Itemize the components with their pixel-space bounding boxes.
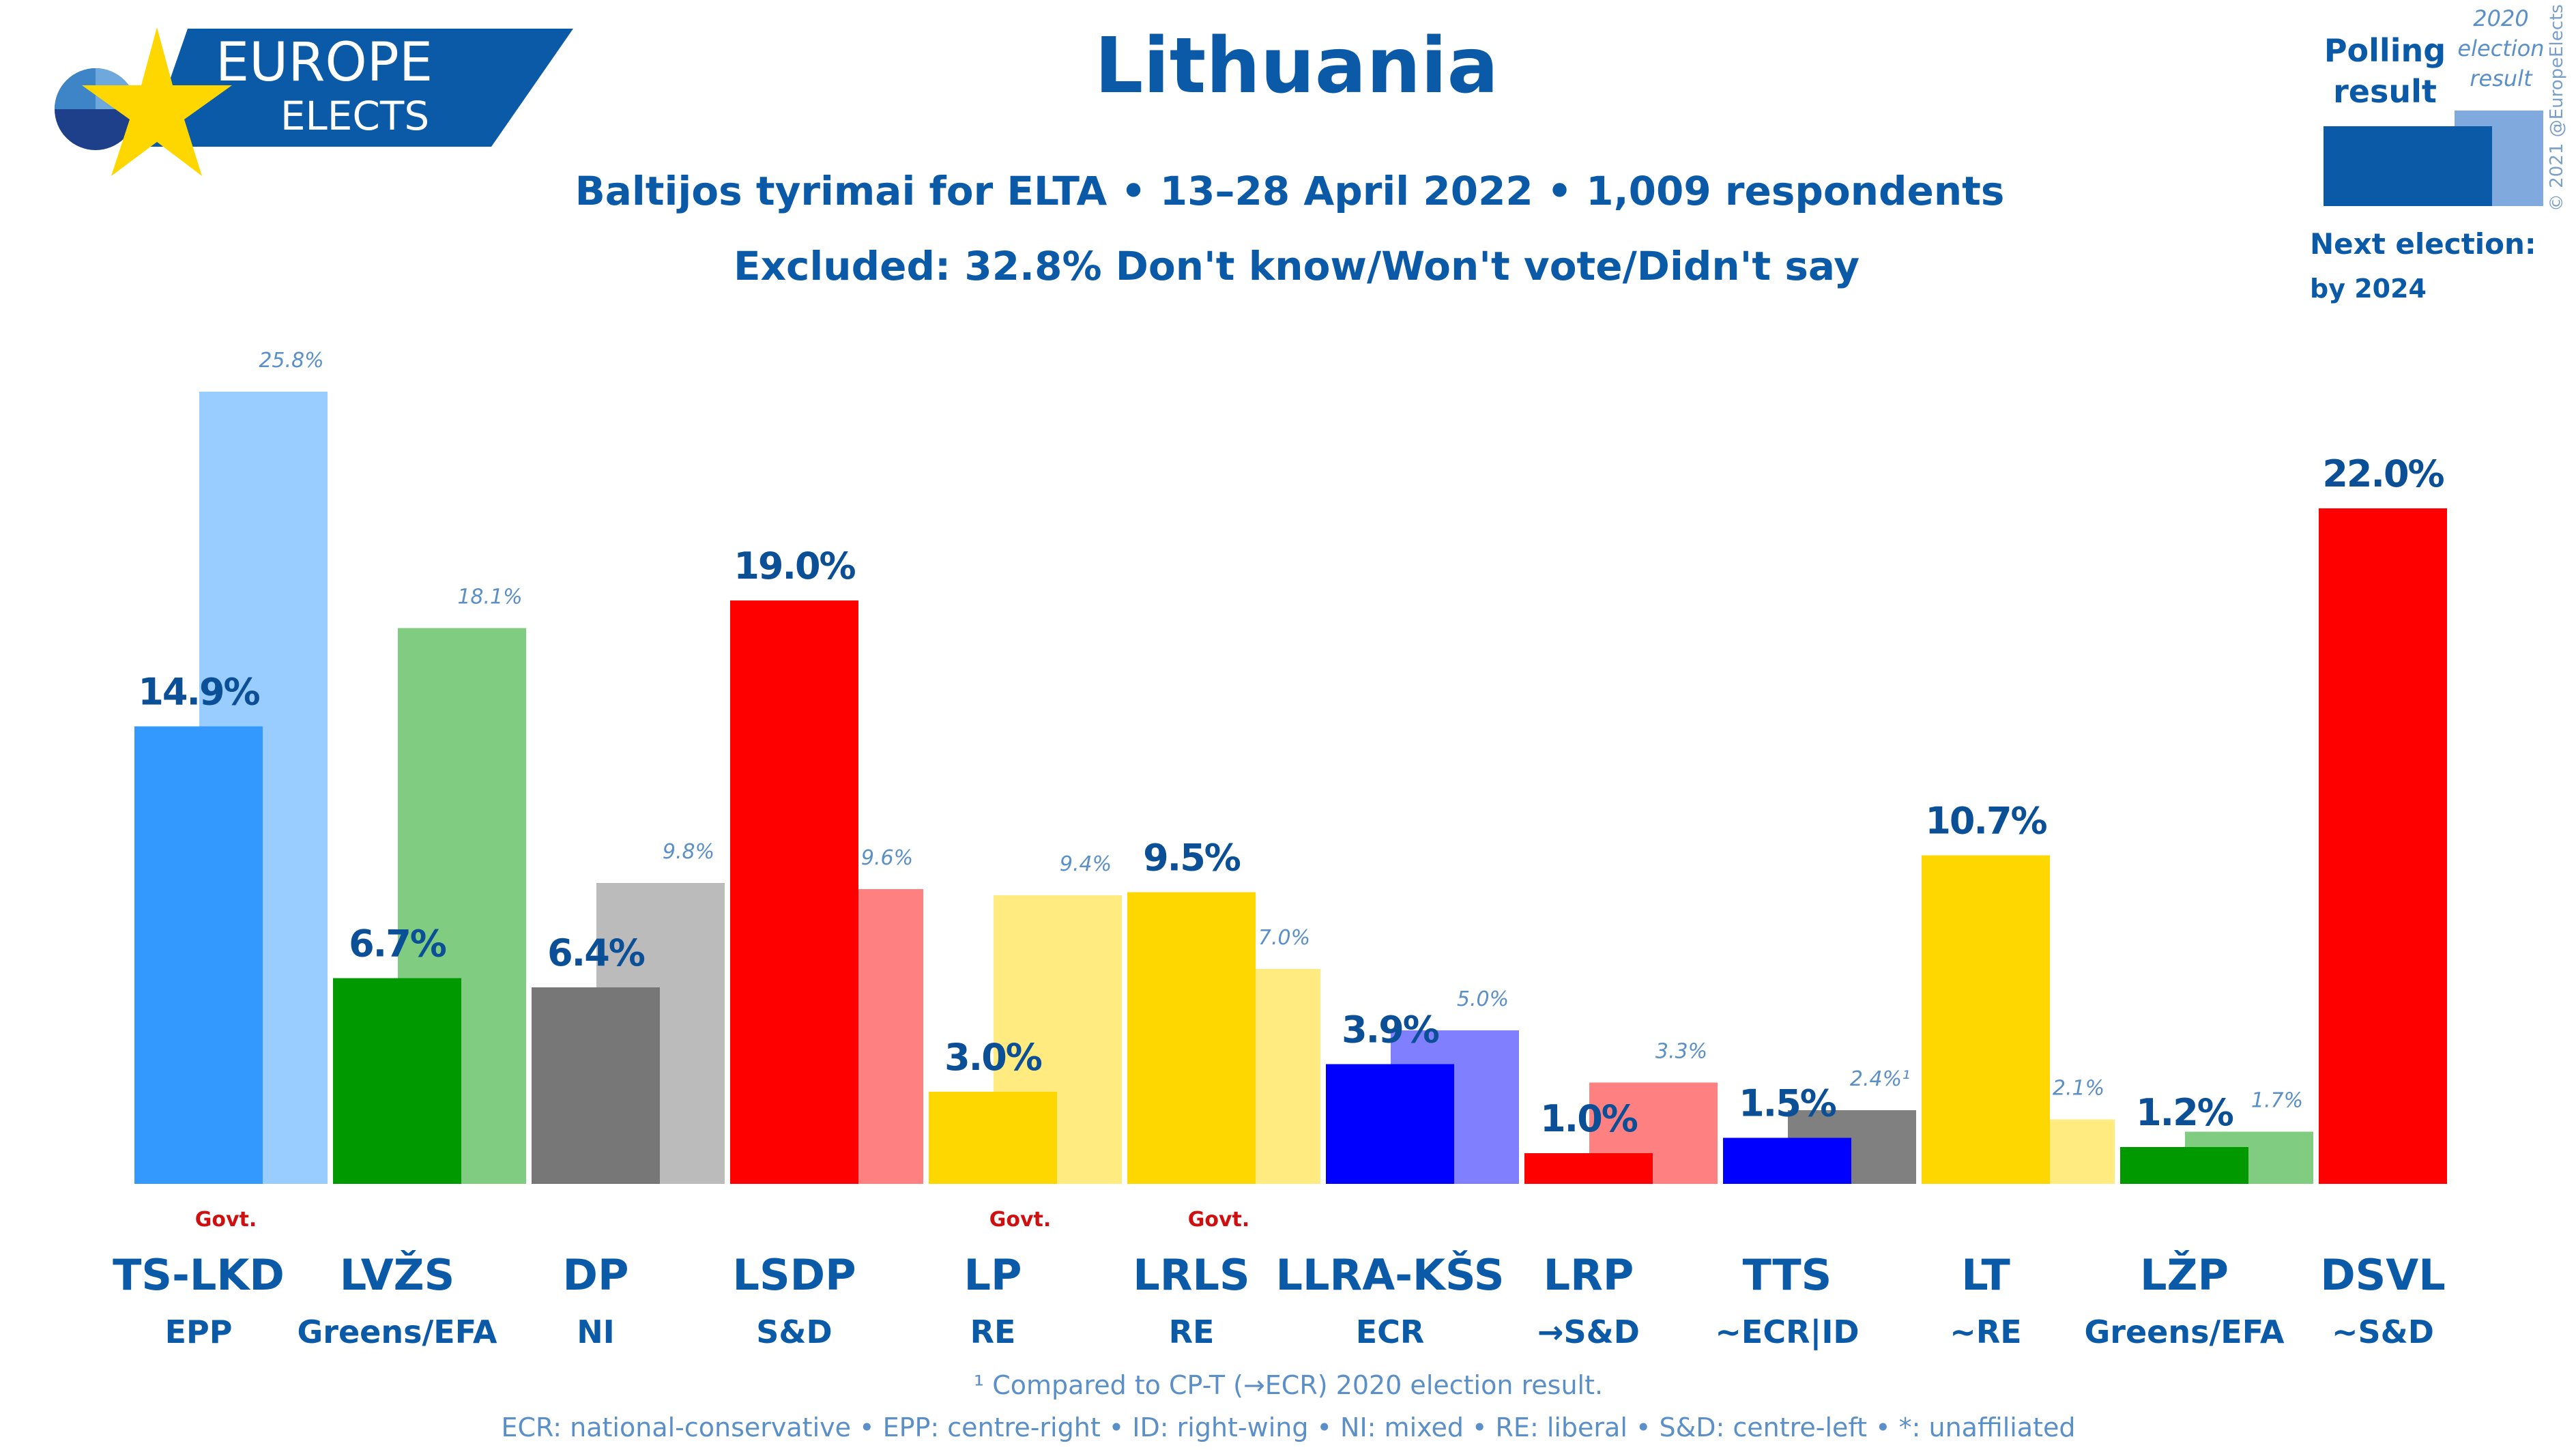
- prev-value-label: 9.6%: [861, 846, 913, 870]
- europe-elects-logo: EUROPE ELECTS: [55, 27, 573, 176]
- group-label: Greens/EFA: [2085, 1314, 2285, 1350]
- poll-value-label: 1.2%: [2136, 1091, 2233, 1134]
- party-label: DP: [563, 1250, 629, 1300]
- logo-line1: EUROPE: [216, 32, 433, 93]
- poll-value-label: 19.0%: [734, 545, 855, 588]
- next-election-date: by 2024: [2310, 274, 2427, 304]
- legend-poll-line1: Polling: [2324, 32, 2446, 69]
- poll-value-label: 14.9%: [138, 671, 259, 714]
- poll-value-label: 10.7%: [1925, 800, 2046, 843]
- poll-bar: [532, 987, 660, 1184]
- poll-value-label: 1.5%: [1739, 1082, 1836, 1125]
- poll-bar: [333, 978, 461, 1184]
- poll-value-label: 6.7%: [349, 923, 446, 966]
- poll-bar: [1127, 892, 1256, 1184]
- poll-value-label: 9.5%: [1143, 837, 1241, 880]
- prev-value-label: 2.4%¹: [1850, 1067, 1910, 1091]
- govt-label: Govt.: [195, 1208, 257, 1232]
- copyright: © 2021 @EuropeElects: [2547, 4, 2567, 212]
- prev-value-label: 5.0%: [1457, 987, 1509, 1011]
- govt-label: Govt.: [989, 1208, 1052, 1232]
- party-label: TTS: [1743, 1250, 1832, 1300]
- party-label: LRLS: [1133, 1250, 1249, 1300]
- legend-prev-line3: result: [2470, 66, 2533, 91]
- poll-value-label: 3.0%: [944, 1036, 1042, 1079]
- group-label: ~S&D: [2332, 1314, 2434, 1350]
- party-label: LŽP: [2140, 1250, 2229, 1300]
- poll-value-label: 3.9%: [1342, 1009, 1439, 1052]
- poll-bar: [2120, 1147, 2248, 1184]
- govt-label: Govt.: [1188, 1208, 1250, 1232]
- party-label: LT: [1961, 1250, 2010, 1300]
- legend-prev-line2: election: [2457, 35, 2544, 61]
- page-title: Lithuania: [1095, 22, 1499, 111]
- logo-line2: ELECTS: [280, 93, 429, 139]
- prev-value-label: 18.1%: [457, 585, 522, 609]
- poll-value-label: 6.4%: [547, 931, 645, 974]
- legend-poll-swatch: [2324, 126, 2492, 206]
- poll-bar: [1723, 1137, 1851, 1184]
- group-label: ECR: [1356, 1314, 1425, 1350]
- prev-value-label: 7.0%: [1258, 926, 1310, 950]
- prev-value-label: 9.4%: [1060, 852, 1112, 876]
- party-label: LVŽS: [340, 1250, 455, 1300]
- group-label: NI: [577, 1314, 615, 1350]
- party-label: DSVL: [2320, 1250, 2446, 1300]
- party-label: TS-LKD: [113, 1250, 285, 1300]
- group-label: ~RE: [1950, 1314, 2021, 1350]
- poll-bar: [929, 1092, 1057, 1184]
- subtitle-poll: Baltijos tyrimai for ELTA • 13–28 April …: [575, 168, 2005, 214]
- bars: 25.8% 14.9% Govt. TS-LKD EPP 18.1% 6.7% LVŽS Gre…: [113, 349, 2447, 1351]
- footnote: ¹ Compared to CP-T (→ECR) 2020 election …: [974, 1370, 1603, 1400]
- legend-prev-line1: 2020: [2473, 5, 2528, 31]
- group-legend: ECR: national-conservative • EPP: centre…: [502, 1412, 2076, 1442]
- group-label: Greens/EFA: [298, 1314, 497, 1350]
- next-election-label: Next election:: [2310, 227, 2536, 261]
- group-label: →S&D: [1537, 1314, 1640, 1350]
- poll-bar: [1524, 1153, 1653, 1184]
- poll-bar: [730, 600, 858, 1184]
- prev-value-label: 25.8%: [259, 349, 323, 373]
- poll-bar: [1922, 855, 2050, 1184]
- poll-bar: [1326, 1064, 1454, 1184]
- poll-bar: [134, 726, 263, 1184]
- poll-value-label: 22.0%: [2322, 452, 2444, 495]
- logo-pie-slice: [55, 68, 96, 109]
- prev-value-label: 9.8%: [663, 840, 714, 864]
- subtitle-excluded: Excluded: 32.8% Don't know/Won't vote/Di…: [734, 243, 1859, 289]
- party-label: LRP: [1544, 1250, 1634, 1300]
- prev-value-label: 1.7%: [2251, 1089, 2303, 1113]
- logo-banner: [147, 29, 573, 147]
- group-label: ~ECR|ID: [1715, 1314, 1859, 1351]
- legend: Polling result 2020 election result Next…: [2310, 4, 2567, 304]
- party-label: LSDP: [732, 1250, 856, 1300]
- prev-value-label: 2.1%: [2053, 1077, 2104, 1101]
- group-label: EPP: [165, 1314, 233, 1350]
- group-label: RE: [1169, 1314, 1215, 1350]
- poll-bar: [2319, 508, 2447, 1184]
- prev-value-label: 3.3%: [1655, 1040, 1707, 1064]
- legend-poll-line2: result: [2333, 73, 2437, 110]
- group-label: RE: [970, 1314, 1016, 1350]
- party-label: LLRA-KŠS: [1275, 1250, 1504, 1300]
- party-label: LP: [964, 1250, 1022, 1300]
- star-icon: [82, 27, 232, 176]
- group-label: S&D: [756, 1314, 832, 1350]
- poll-value-label: 1.0%: [1540, 1097, 1638, 1140]
